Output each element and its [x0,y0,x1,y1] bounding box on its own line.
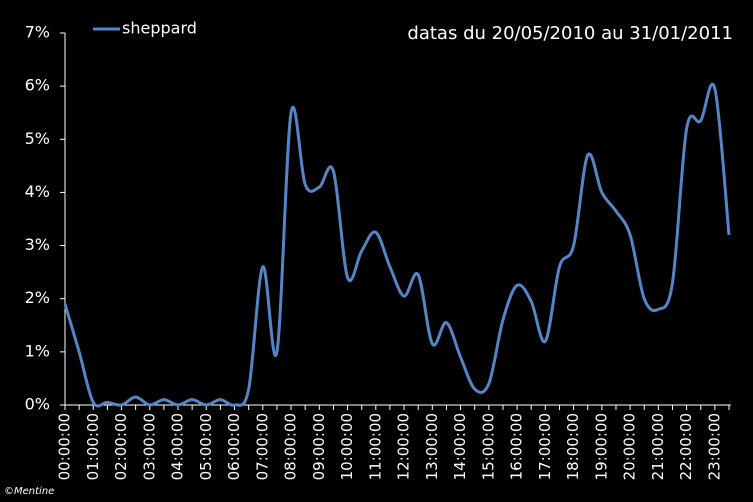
x-tick-label: 03:00:00 [140,413,158,480]
y-tick-label: 0% [25,395,50,414]
x-tick-label: 13:00:00 [423,413,441,480]
x-tick-label: 09:00:00 [310,413,328,480]
x-tick-label: 20:00:00 [621,413,639,480]
y-tick-label: 6% [25,76,50,95]
x-tick-label: 15:00:00 [479,413,497,480]
x-tick-label: 07:00:00 [253,413,271,480]
x-tick-label: 02:00:00 [112,413,130,480]
y-tick-label: 3% [25,235,50,254]
x-tick-label: 04:00:00 [169,413,187,480]
x-tick-label: 14:00:00 [451,413,469,480]
x-tick-label: 23:00:00 [705,413,723,480]
y-tick-label: 1% [25,341,50,360]
y-tick-label: 7% [25,23,50,42]
line [63,82,731,408]
x-tick-label: 18:00:00 [564,413,582,480]
y-tick-label: 2% [25,288,50,307]
annotation: datas du 20/05/2010 au 31/01/2011 [407,23,733,44]
x-tick-label: 22:00:00 [677,413,695,480]
x-tick-label: 05:00:00 [197,413,215,480]
x-tick-label: 10:00:00 [338,413,356,480]
y-tick-label: 5% [25,129,50,148]
x-tick-label: 21:00:00 [649,413,667,480]
x-tick-label: 12:00:00 [395,413,413,480]
y-tick-label: 4% [25,182,50,201]
x-tick-label: 08:00:00 [282,413,300,480]
x-tick-label: 01:00:00 [84,413,102,480]
x-tick-label: 11:00:00 [366,413,384,480]
credit: ©Mentine [4,486,54,497]
x-tick-label: 19:00:00 [592,413,610,480]
x-tick-label: 16:00:00 [508,413,526,480]
x-tick-label: 00:00:00 [56,413,74,480]
legend-label: sheppard [122,19,197,38]
x-tick-label: 06:00:00 [225,413,243,480]
x-tick-label: 17:00:00 [536,413,554,480]
